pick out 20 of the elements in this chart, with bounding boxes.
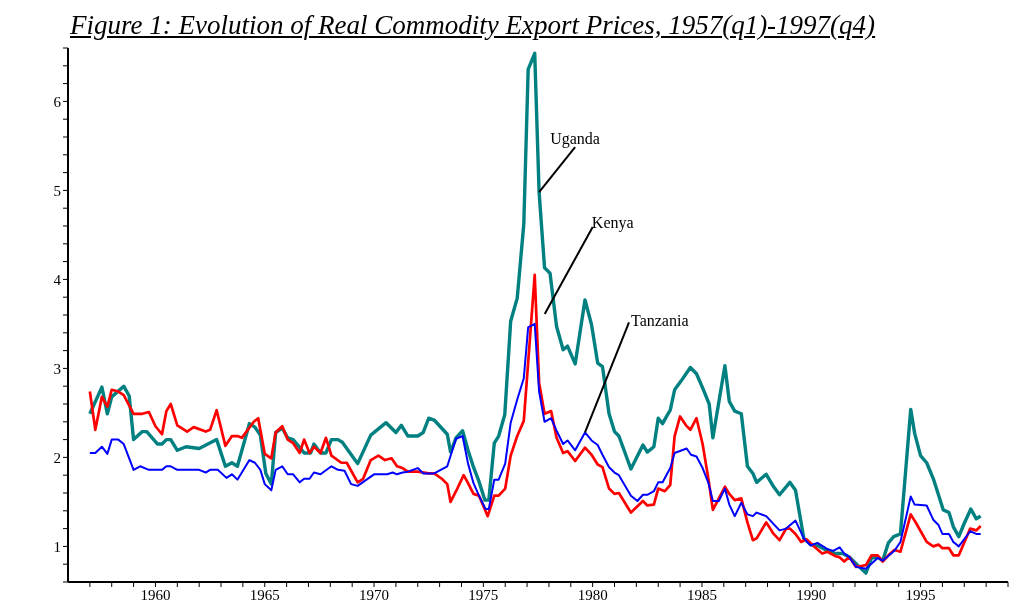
y-tick-label: 6: [53, 93, 62, 110]
y-tick-label: 3: [53, 360, 61, 377]
text: Kenya: [591, 213, 634, 232]
x-tick-label: 1990: [796, 586, 827, 603]
y-tick-label: 5: [53, 182, 61, 199]
y-tick-label: 1: [53, 538, 61, 555]
chart-title: Figure 1: Evolution of Real Commodity Export Prices, 1957(q1)-1997(q4): [70, 10, 876, 41]
y-tick-label: 4: [53, 271, 62, 288]
x-tick-label: 1970: [359, 586, 390, 603]
x-tick-label: 1980: [577, 586, 608, 603]
line-series: [88, 273, 983, 569]
text: Tanzania: [631, 312, 689, 330]
x-tick-label: 1960: [140, 586, 171, 603]
x-tick-label: 1995: [905, 586, 936, 603]
line-series: [88, 51, 983, 575]
y-tick-label: 2: [53, 449, 61, 466]
x-tick-label: 1965: [249, 586, 280, 603]
x-tick-label: 1985: [686, 586, 717, 603]
series-label: Uganda: [550, 129, 600, 148]
x-tick-label: 1975: [468, 586, 499, 603]
